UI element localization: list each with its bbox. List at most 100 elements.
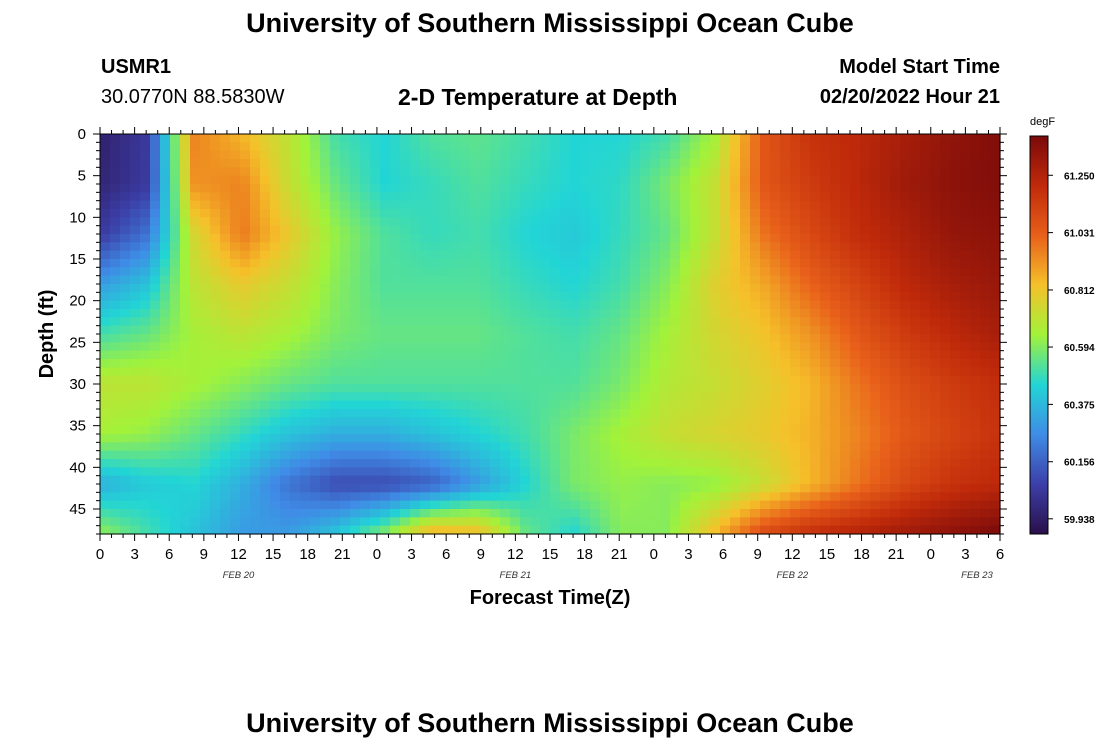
heatmap-cell — [210, 484, 221, 493]
station-coords: 30.0770N 88.5830W — [101, 86, 285, 108]
heatmap-cell — [990, 234, 1001, 243]
heatmap-cell — [110, 267, 121, 277]
heatmap-cell — [820, 309, 831, 318]
heatmap-cell — [520, 275, 531, 285]
heatmap-cell — [580, 442, 591, 452]
heatmap-cell — [810, 234, 821, 243]
heatmap-cell — [780, 392, 791, 402]
heatmap-cell — [230, 392, 241, 402]
heatmap-cell — [670, 167, 681, 177]
heatmap-cell — [150, 367, 161, 377]
heatmap-cell — [300, 350, 311, 360]
heatmap-cell — [150, 184, 161, 193]
heatmap-cell — [690, 367, 701, 377]
heatmap-cell — [320, 209, 331, 218]
heatmap-cell — [190, 525, 201, 535]
heatmap-cell — [430, 509, 441, 518]
heatmap-cell — [450, 509, 461, 518]
heatmap-cell — [170, 300, 181, 310]
heatmap-cell — [110, 525, 121, 535]
heatmap-cell — [780, 209, 791, 218]
heatmap-cell — [560, 150, 571, 160]
heatmap-cell — [380, 267, 391, 277]
heatmap-cell — [250, 500, 261, 510]
heatmap-cell — [470, 159, 481, 168]
heatmap-cell — [480, 400, 491, 410]
heatmap-cell — [490, 384, 501, 393]
heatmap-cell — [840, 359, 851, 368]
heatmap-cell — [870, 500, 881, 510]
heatmap-cell — [480, 450, 491, 460]
heatmap-cell — [510, 134, 521, 143]
heatmap-cell — [700, 159, 711, 168]
heatmap-cell — [770, 200, 781, 210]
heatmap-cell — [230, 225, 241, 235]
heatmap-cell — [330, 209, 341, 218]
heatmap-cell — [810, 325, 821, 335]
heatmap-cell — [630, 292, 641, 302]
heatmap-cell — [930, 300, 941, 310]
heatmap-cell — [740, 492, 751, 502]
heatmap-cell — [450, 342, 461, 352]
heatmap-cell — [440, 509, 451, 518]
heatmap-cell — [710, 525, 721, 535]
heatmap-cell — [870, 300, 881, 310]
heatmap-cell — [790, 242, 801, 252]
heatmap-cell — [490, 225, 501, 235]
heatmap-cell — [620, 450, 631, 460]
heatmap-cell — [430, 492, 441, 502]
heatmap-cell — [290, 325, 301, 335]
heatmap-cell — [360, 209, 371, 218]
heatmap-cell — [190, 309, 201, 318]
heatmap-cell — [240, 392, 251, 402]
heatmap-cell — [260, 284, 271, 293]
heatmap-cell — [680, 334, 691, 343]
heatmap-cell — [120, 259, 131, 268]
heatmap-cell — [860, 150, 871, 160]
heatmap-cell — [350, 417, 361, 427]
heatmap-cell — [610, 325, 621, 335]
heatmap-cell — [230, 525, 241, 535]
heatmap-cell — [730, 325, 741, 335]
heatmap-cell — [620, 350, 631, 360]
heatmap-cell — [430, 467, 441, 477]
heatmap-cell — [810, 134, 821, 143]
heatmap-cell — [550, 267, 561, 277]
heatmap-cell — [260, 167, 271, 177]
heatmap-cell — [550, 134, 561, 143]
heatmap-cell — [640, 325, 651, 335]
heatmap-cell — [120, 517, 131, 527]
heatmap-cell — [620, 234, 631, 243]
heatmap-cell — [470, 384, 481, 393]
heatmap-cell — [780, 300, 791, 310]
heatmap-cell — [570, 392, 581, 402]
heatmap-cell — [220, 175, 231, 185]
heatmap-cell — [130, 384, 141, 393]
heatmap-cell — [760, 150, 771, 160]
heatmap-cell — [540, 500, 551, 510]
heatmap-cell — [580, 517, 591, 527]
heatmap-cell — [790, 517, 801, 527]
heatmap-cell — [770, 175, 781, 185]
heatmap-cell — [630, 234, 641, 243]
heatmap-cell — [400, 450, 411, 460]
heatmap-cell — [950, 234, 961, 243]
heatmap-cell — [500, 375, 511, 385]
heatmap-cell — [510, 334, 521, 343]
heatmap-cell — [600, 409, 611, 418]
heatmap-cell — [230, 334, 241, 343]
heatmap-cell — [110, 417, 121, 427]
heatmap-cell — [840, 325, 851, 335]
heatmap-cell — [930, 167, 941, 177]
heatmap-cell — [410, 142, 421, 152]
heatmap-cell — [930, 317, 941, 327]
heatmap-cell — [250, 134, 261, 143]
heatmap-cell — [120, 184, 131, 193]
heatmap-cell — [650, 250, 661, 260]
heatmap-cell — [780, 417, 791, 427]
heatmap-cell — [810, 442, 821, 452]
heatmap-cell — [570, 184, 581, 193]
heatmap-cell — [340, 184, 351, 193]
heatmap-cell — [190, 450, 201, 460]
heatmap-cell — [670, 150, 681, 160]
